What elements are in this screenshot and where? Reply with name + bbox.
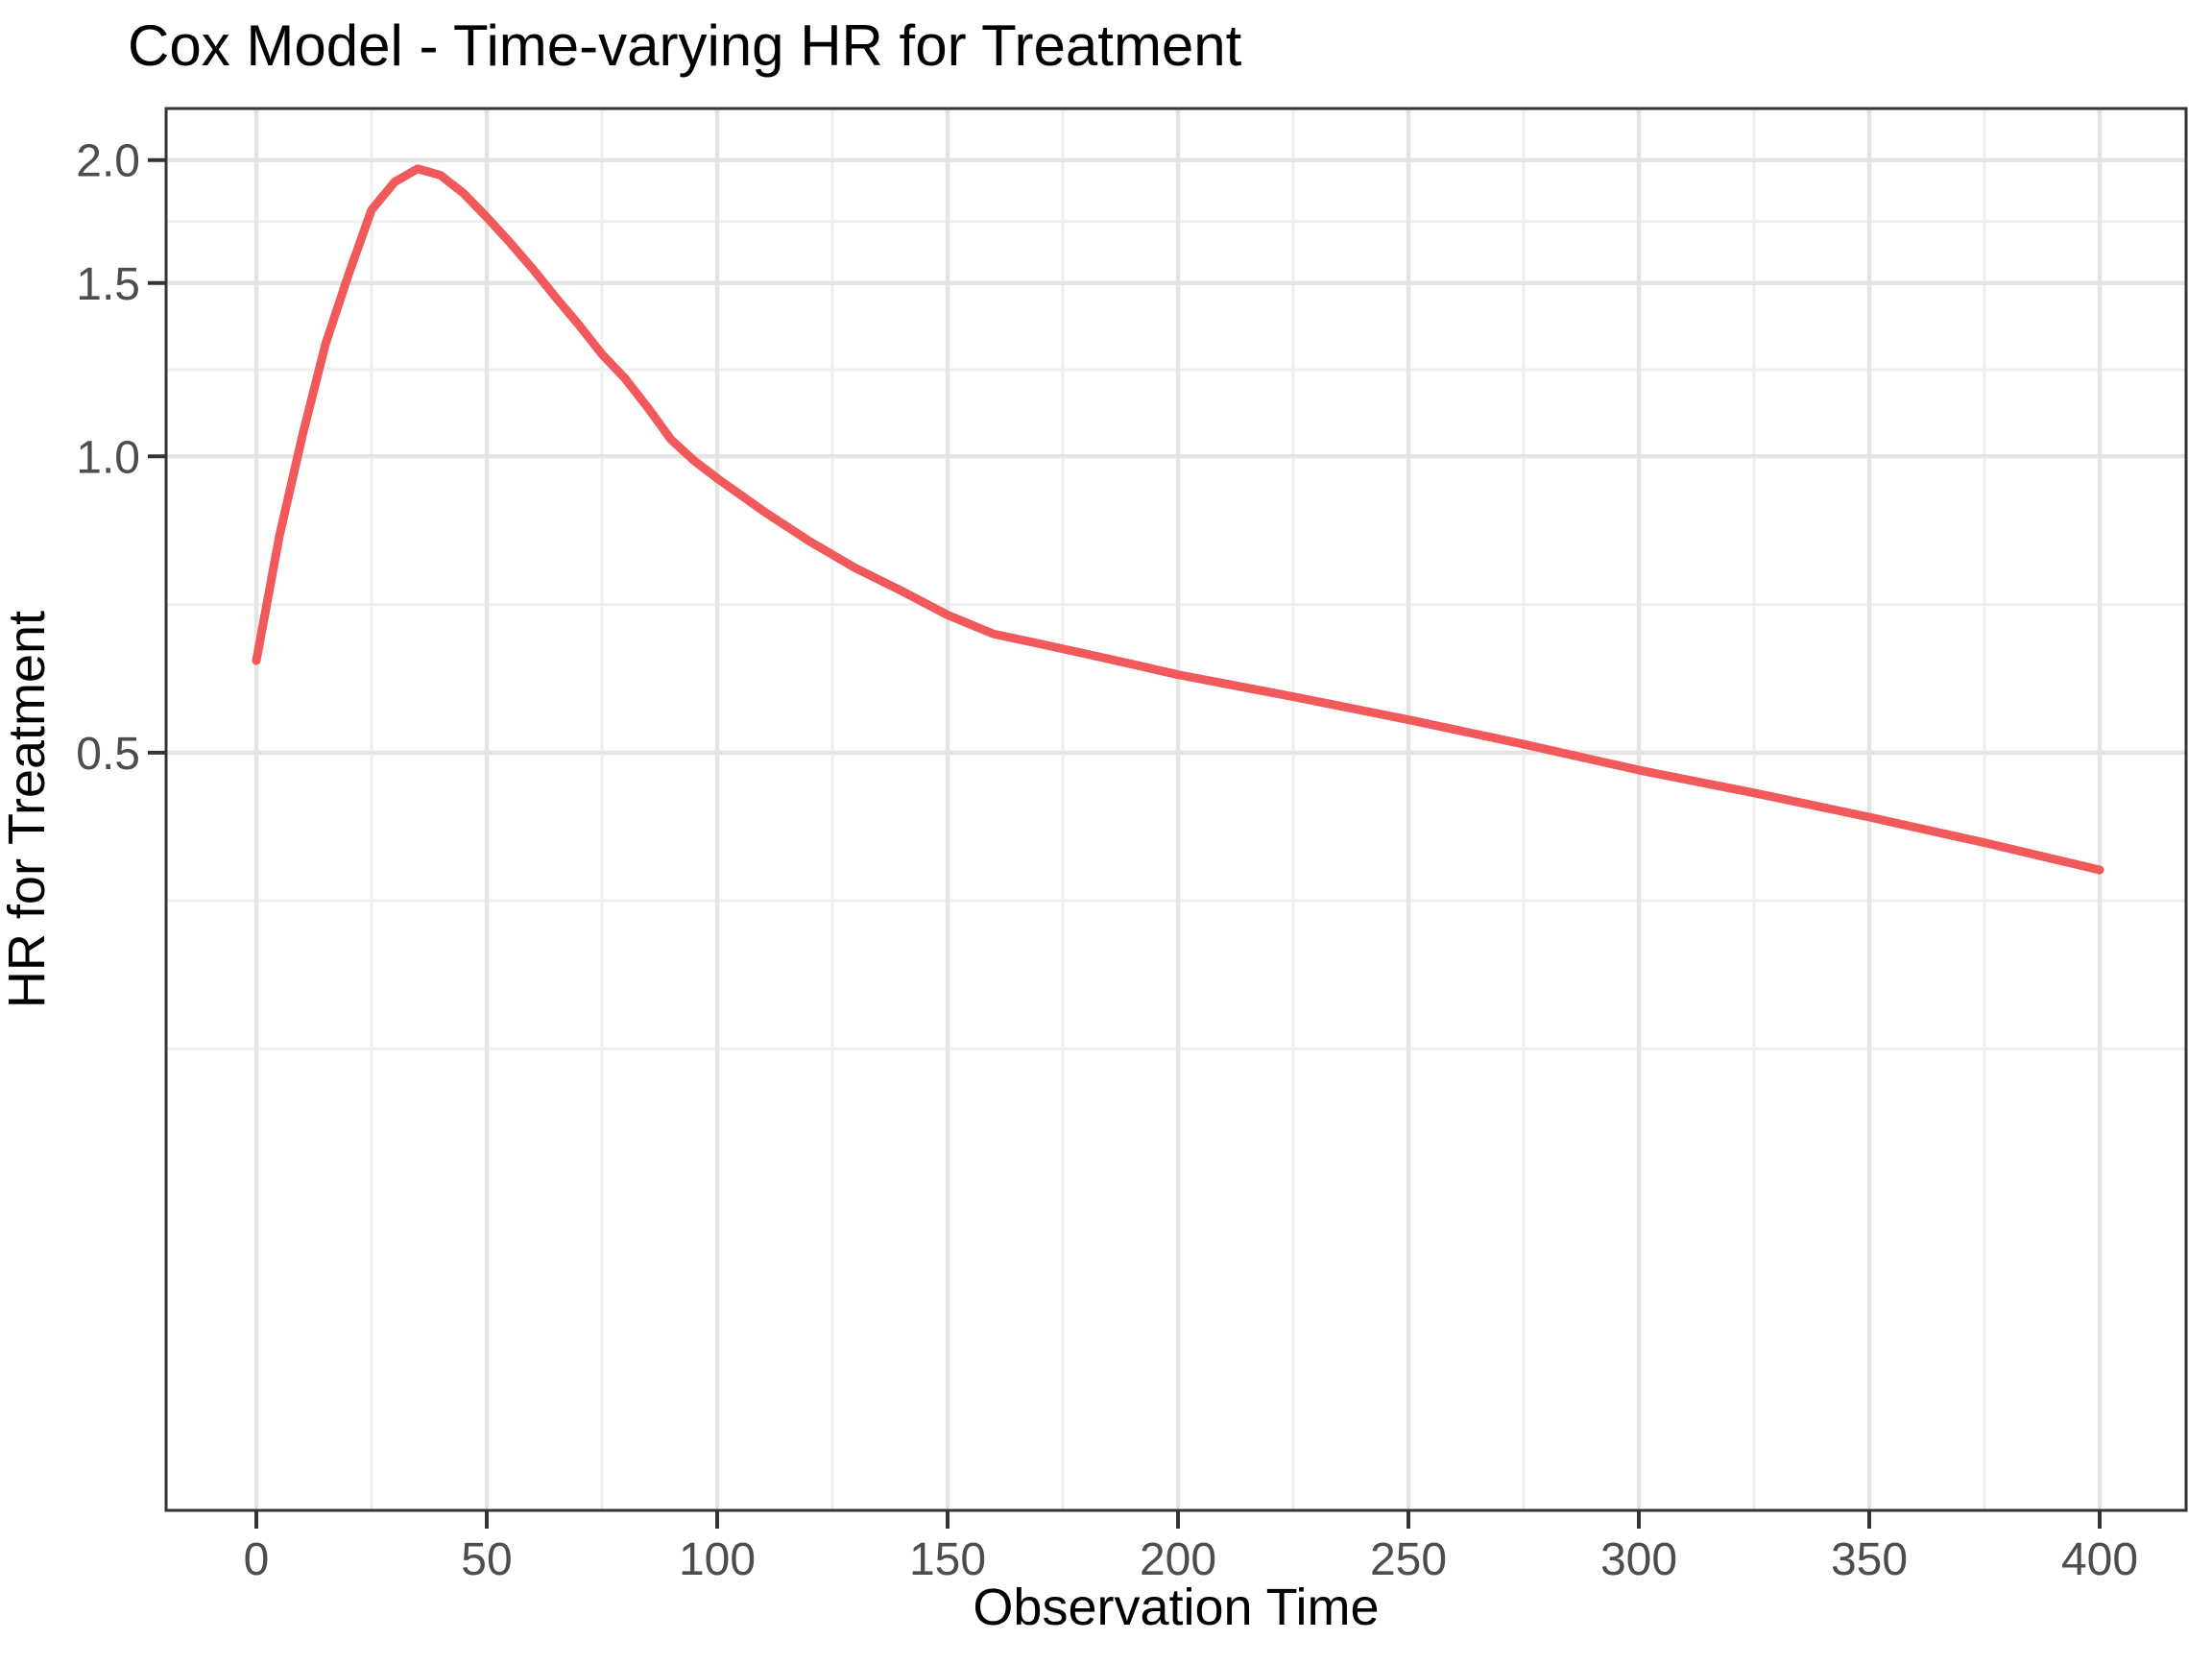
y-axis-title: HR for Treatment: [0, 611, 56, 1008]
x-tick-label: 400: [2061, 1534, 2138, 1585]
x-tick-label: 100: [679, 1534, 756, 1585]
x-tick-label: 50: [461, 1534, 512, 1585]
y-tick-label: 1.0: [76, 432, 140, 483]
y-tick-label: 1.5: [76, 259, 140, 310]
series-layer: [252, 164, 2104, 875]
y-tick-label: 0.5: [76, 729, 140, 780]
x-tick-label: 250: [1370, 1534, 1447, 1585]
axis-ticks: [148, 157, 2102, 1529]
axis-tick-labels: 0 50 100 150 200 250 300 350 400 2.0 1.5 1.0 0.5: [76, 136, 2138, 1585]
gridlines-major: [166, 109, 2186, 1510]
x-tick-label: 300: [1600, 1534, 1677, 1585]
y-tick-label: 2.0: [76, 136, 140, 187]
x-tick-label: 200: [1140, 1534, 1216, 1585]
x-tick-label: 150: [909, 1534, 986, 1585]
hr-curve: [252, 164, 2104, 875]
x-tick-label: 0: [244, 1534, 270, 1585]
x-tick-label: 350: [1831, 1534, 1908, 1585]
plot-title: Cox Model - Time-varying HR for Treatmen…: [128, 13, 1242, 78]
x-axis-title: Observation Time: [973, 1579, 1379, 1636]
